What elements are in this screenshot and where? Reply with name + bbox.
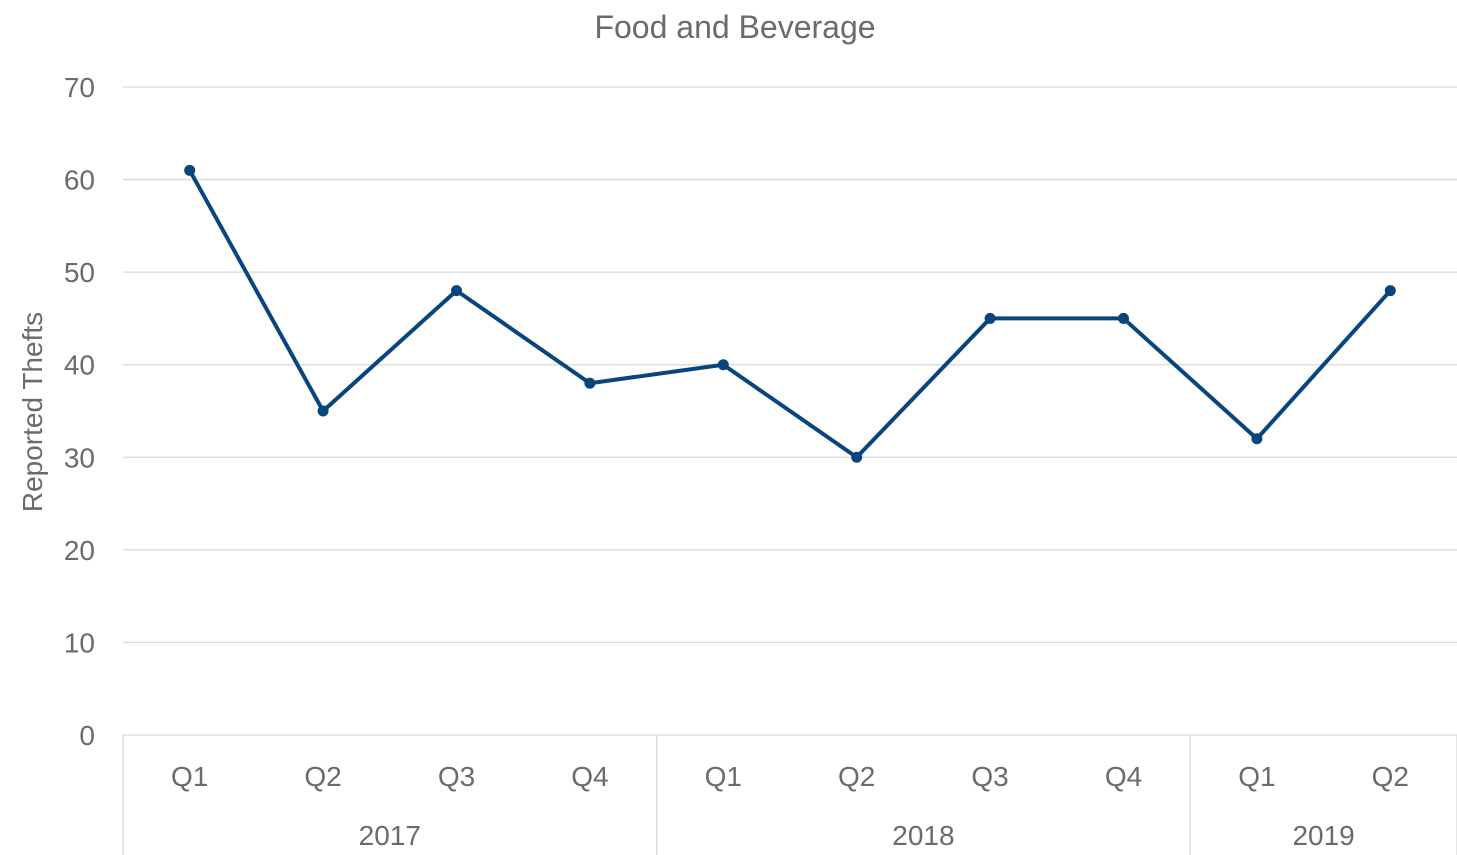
x-tick-label: Q4	[571, 761, 608, 792]
chart-title: Food and Beverage	[594, 9, 875, 45]
x-tick-label: Q1	[1238, 761, 1275, 792]
x-tick-label: Q2	[304, 761, 341, 792]
y-tick-label: 10	[64, 627, 95, 658]
data-point	[984, 312, 996, 324]
y-tick-label: 50	[64, 257, 95, 288]
y-tick-labels: 0 10 20 30 40 50 60 70	[64, 72, 95, 751]
y-tick-label: 40	[64, 350, 95, 381]
data-point	[1118, 312, 1129, 324]
x-tick-label: Q2	[838, 761, 875, 792]
x-tick-label: Q3	[438, 761, 475, 792]
x-tick-label: Q4	[1105, 761, 1142, 792]
data-point	[1251, 433, 1263, 445]
x-group-label: 2019	[1292, 820, 1354, 851]
x-axis: Q1 Q2 Q3 Q4 Q1 Q2 Q3 Q4 Q1 Q2 2017 2018 2019	[122, 735, 1457, 855]
y-tick-label: 60	[64, 165, 95, 196]
x-tick-label: Q3	[971, 761, 1008, 792]
data-point	[851, 451, 863, 463]
y-tick-label: 30	[64, 442, 95, 473]
y-axis-label: Reported Thefts	[17, 312, 48, 512]
y-tick-label: 70	[64, 72, 95, 103]
data-point	[1384, 285, 1396, 297]
x-tick-label: Q2	[1372, 761, 1409, 792]
data-point	[717, 359, 729, 371]
data-point	[184, 164, 196, 176]
data-point	[584, 377, 596, 389]
series-layer	[184, 164, 1396, 463]
x-tick-label: Q1	[705, 761, 742, 792]
x-tick-label: Q1	[171, 761, 208, 792]
series-line	[187, 168, 1393, 460]
x-group-label: 2017	[359, 820, 421, 851]
y-tick-label: 20	[64, 535, 95, 566]
gridlines	[123, 86, 1457, 736]
data-point	[317, 405, 329, 417]
data-point	[451, 285, 462, 297]
y-tick-label: 0	[79, 720, 95, 751]
x-group-label: 2018	[892, 820, 954, 851]
